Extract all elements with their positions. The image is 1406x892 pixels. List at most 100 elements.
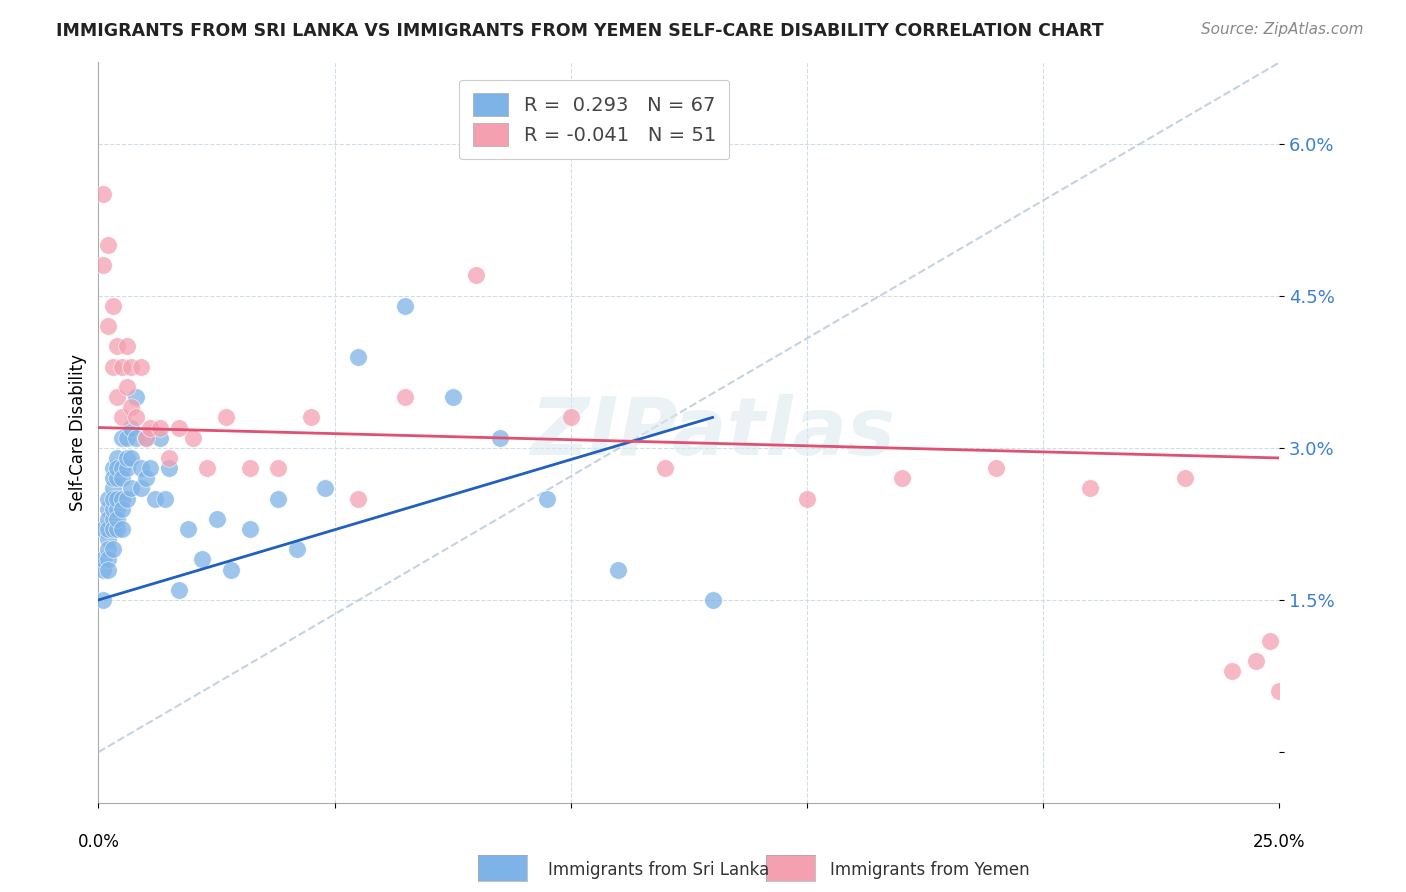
Point [115, 380, 138, 394]
Point [191, 552, 214, 566]
Point [111, 501, 134, 516]
Point [121, 401, 143, 415]
Point [121, 450, 143, 465]
Point [441, 390, 464, 404]
Point [181, 431, 204, 445]
Point [97, 491, 120, 506]
Text: Immigrants from Sri Lanka: Immigrants from Sri Lanka [548, 861, 769, 879]
Point [101, 542, 124, 557]
Point [97, 522, 120, 536]
Point [1080, 482, 1102, 496]
Point [157, 461, 180, 475]
Text: Source: ZipAtlas.com: Source: ZipAtlas.com [1201, 22, 1364, 37]
Point [111, 522, 134, 536]
Point [125, 390, 148, 404]
Point [135, 431, 157, 445]
Point [1258, 633, 1281, 648]
Legend: R =  0.293   N = 67, R = -0.041   N = 51: R = 0.293 N = 67, R = -0.041 N = 51 [460, 79, 730, 160]
Point [347, 350, 370, 364]
Point [105, 339, 128, 353]
Point [111, 491, 134, 506]
Point [91, 258, 114, 272]
Point [97, 532, 120, 546]
Point [97, 562, 120, 576]
Point [1244, 654, 1267, 668]
Point [267, 491, 290, 506]
Point [115, 450, 138, 465]
Text: 25.0%: 25.0% [1253, 833, 1306, 851]
Point [101, 299, 124, 313]
Point [121, 359, 143, 374]
Point [143, 491, 166, 506]
Point [101, 501, 124, 516]
Point [97, 501, 120, 516]
Point [239, 522, 262, 536]
Point [125, 410, 148, 425]
Point [111, 461, 134, 475]
Text: Immigrants from Yemen: Immigrants from Yemen [830, 861, 1029, 879]
Point [111, 431, 134, 445]
Point [394, 390, 416, 404]
Point [101, 359, 124, 374]
Point [105, 390, 128, 404]
Point [101, 491, 124, 506]
Point [91, 593, 114, 607]
Point [101, 461, 124, 475]
Point [91, 522, 114, 536]
Point [285, 542, 308, 557]
Point [115, 431, 138, 445]
Text: ZIPatlas: ZIPatlas [530, 393, 896, 472]
Point [347, 491, 370, 506]
Point [607, 562, 630, 576]
Point [1174, 471, 1197, 485]
Point [91, 187, 114, 202]
Text: 0.0%: 0.0% [77, 833, 120, 851]
Point [129, 482, 152, 496]
Point [101, 471, 124, 485]
Point [149, 431, 172, 445]
Point [97, 552, 120, 566]
Point [97, 319, 120, 334]
Point [215, 410, 238, 425]
Point [1220, 664, 1243, 678]
Point [101, 512, 124, 526]
Point [111, 471, 134, 485]
Point [267, 461, 290, 475]
Point [299, 410, 322, 425]
Point [177, 522, 200, 536]
Point [1268, 684, 1291, 698]
Point [149, 420, 172, 434]
Point [115, 461, 138, 475]
Point [157, 450, 180, 465]
Point [129, 359, 152, 374]
Point [167, 582, 190, 597]
Point [125, 431, 148, 445]
Point [121, 420, 143, 434]
Point [139, 461, 162, 475]
Point [394, 299, 416, 313]
Y-axis label: Self-Care Disability: Self-Care Disability [69, 354, 87, 511]
Point [129, 461, 152, 475]
Point [536, 491, 558, 506]
Point [97, 238, 120, 252]
Point [111, 410, 134, 425]
Point [105, 450, 128, 465]
Point [105, 491, 128, 506]
Point [195, 461, 218, 475]
Text: IMMIGRANTS FROM SRI LANKA VS IMMIGRANTS FROM YEMEN SELF-CARE DISABILITY CORRELAT: IMMIGRANTS FROM SRI LANKA VS IMMIGRANTS … [56, 22, 1104, 40]
Point [135, 431, 157, 445]
Point [105, 512, 128, 526]
Point [239, 461, 262, 475]
Point [105, 501, 128, 516]
Point [796, 491, 818, 506]
Point [135, 471, 157, 485]
Point [101, 482, 124, 496]
Point [219, 562, 242, 576]
Point [314, 482, 336, 496]
Point [465, 268, 488, 283]
Point [97, 512, 120, 526]
Point [890, 471, 912, 485]
Point [702, 593, 724, 607]
Point [105, 461, 128, 475]
Point [97, 542, 120, 557]
